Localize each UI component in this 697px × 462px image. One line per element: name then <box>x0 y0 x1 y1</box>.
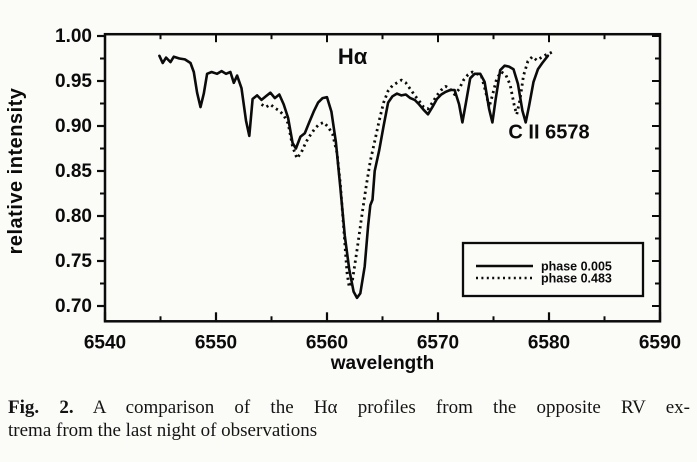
y-tick-label: 0.75 <box>55 251 92 272</box>
x-tick-label: 6570 <box>417 332 459 353</box>
x-tick-label: 6580 <box>528 332 570 353</box>
annotation-0: Hα <box>338 44 368 69</box>
y-tick-label: 0.70 <box>55 296 92 317</box>
x-tick-label: 6560 <box>306 332 348 353</box>
y-tick-label: 0.95 <box>55 71 92 92</box>
x-axis-title: wavelength <box>330 353 434 374</box>
legend-box <box>461 241 645 298</box>
y-axis-title: relative intensity <box>5 87 27 254</box>
legend-label-1: phase 0.483 <box>541 272 612 286</box>
figure-label: Fig. 2. <box>8 397 74 418</box>
caption-line-2: trema from the last night of observation… <box>8 420 318 441</box>
y-tick-label: 0.80 <box>55 206 92 227</box>
curve-solid <box>158 54 550 300</box>
caption-line-1: Fig. 2. A comparison of the Hα profiles … <box>8 396 690 419</box>
x-tick-label: 6540 <box>84 332 126 353</box>
x-tick-label: 6550 <box>195 332 237 353</box>
y-tick-label: 1.00 <box>55 26 92 47</box>
y-tick-label: 0.90 <box>55 116 92 137</box>
annotation-1: C II 6578 <box>508 122 589 144</box>
caption-line1-text: A comparison of the Hα profiles from the… <box>73 397 690 418</box>
y-tick-label: 0.85 <box>55 161 92 182</box>
curve-dotted <box>260 50 555 289</box>
x-tick-label: 6590 <box>639 332 681 353</box>
spectrum-plot: 6540 6550 6560 6570 6580 6590 1.00 0.95 0.90 0.85… <box>5 26 681 374</box>
legend-label-0: phase 0.005 <box>541 260 612 274</box>
figure-caption: Fig. 2. A comparison of the Hα profiles … <box>8 396 690 442</box>
